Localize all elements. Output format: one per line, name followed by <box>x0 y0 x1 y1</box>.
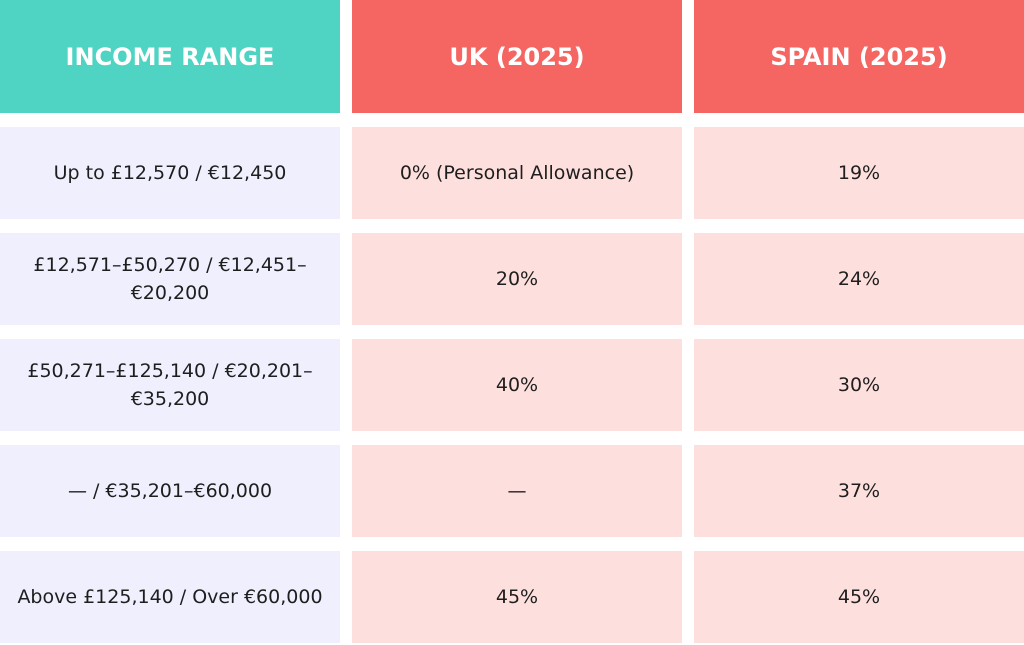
table-cell: 37% <box>694 445 1024 537</box>
table-cell: — <box>352 445 682 537</box>
column-header: INCOME RANGE <box>0 0 340 113</box>
table-cell: 0% (Personal Allowance) <box>352 127 682 219</box>
table-cell: £12,571–£50,270 / €12,451–€20,200 <box>0 233 340 325</box>
table-cell: 40% <box>352 339 682 431</box>
table-cell: 30% <box>694 339 1024 431</box>
table-cell: £50,271–£125,140 / €20,201–€35,200 <box>0 339 340 431</box>
table-cell: 19% <box>694 127 1024 219</box>
table-cell: 24% <box>694 233 1024 325</box>
table-cell: Above £125,140 / Over €60,000 <box>0 551 340 643</box>
column-header: SPAIN (2025) <box>694 0 1024 113</box>
table-cell: — / €35,201–€60,000 <box>0 445 340 537</box>
table-cell: 45% <box>694 551 1024 643</box>
table-cell: 20% <box>352 233 682 325</box>
table-cell: 45% <box>352 551 682 643</box>
table-cell: Up to £12,570 / €12,450 <box>0 127 340 219</box>
column-header: UK (2025) <box>352 0 682 113</box>
